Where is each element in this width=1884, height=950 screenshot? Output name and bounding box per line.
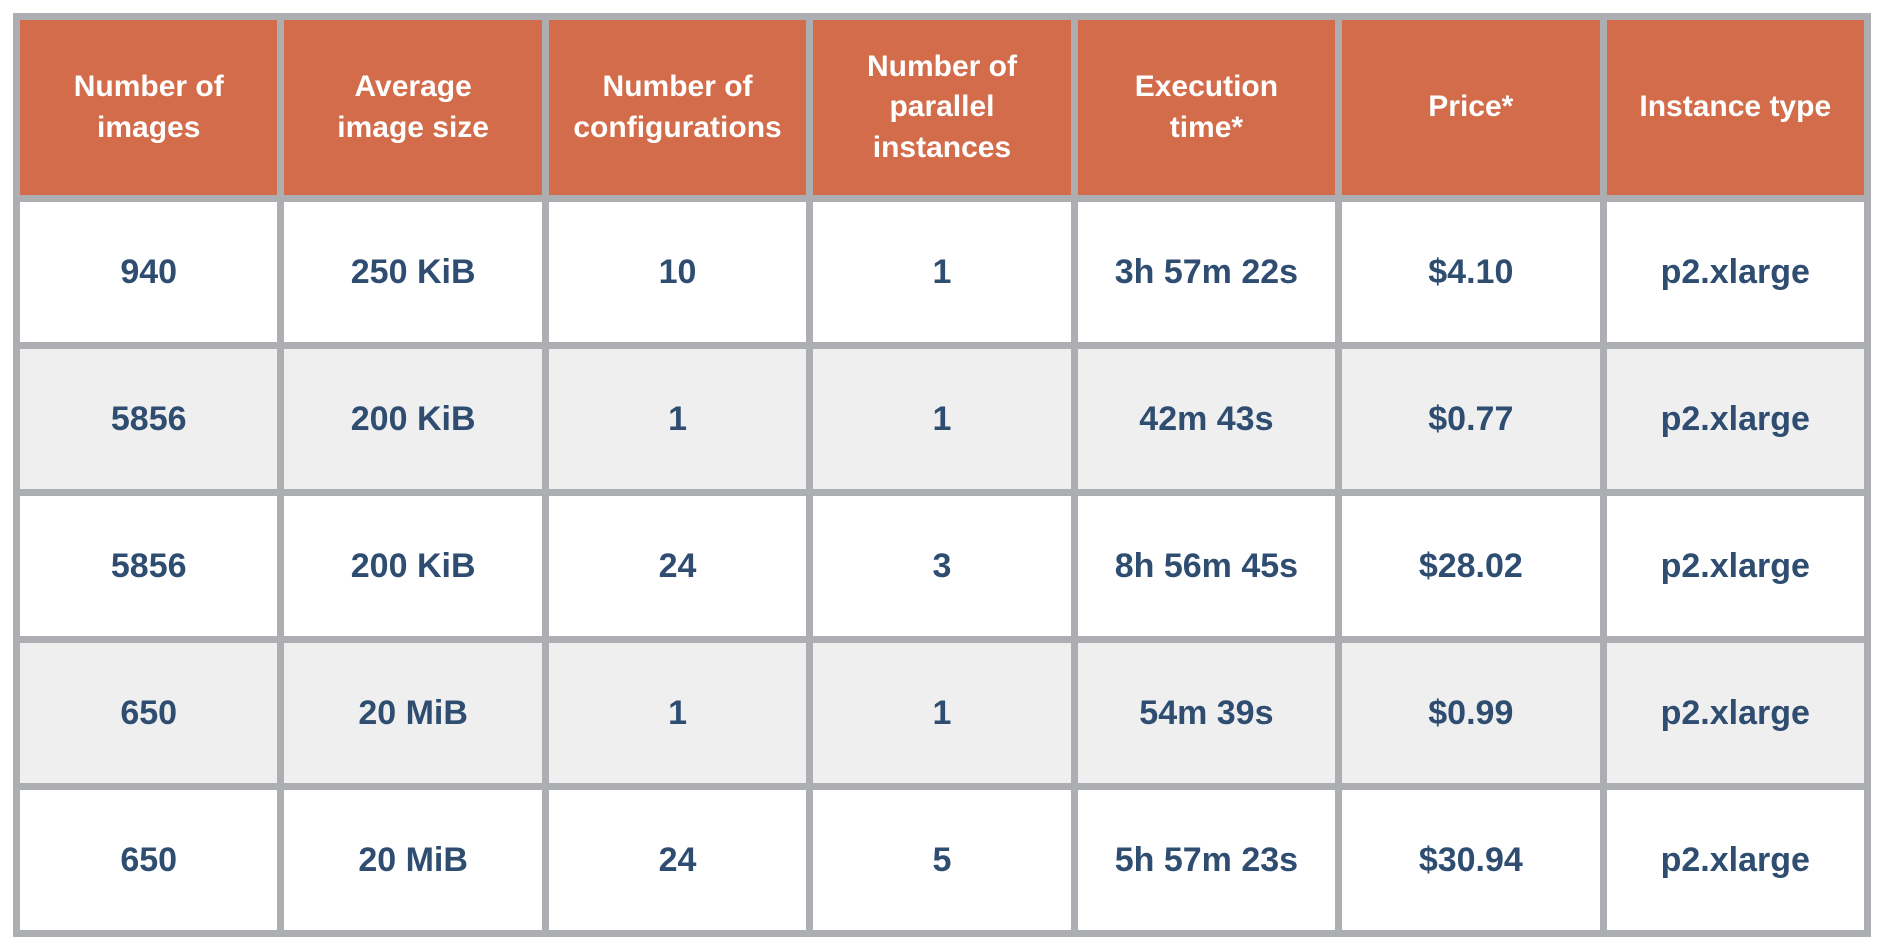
table-row: 650 20 MiB 1 1 54m 39s $0.99 p2.xlarge [20, 643, 1864, 783]
table-cell: 42m 43s [1077, 349, 1336, 489]
table-cell: 1 [548, 349, 807, 489]
table-cell: 24 [548, 790, 807, 930]
table-cell: 200 KiB [284, 496, 542, 636]
table-cell: $0.99 [1342, 643, 1600, 783]
table-cell: 5856 [20, 349, 278, 489]
table-cell: 20 MiB [284, 643, 542, 783]
table-cell: 8h 56m 45s [1077, 496, 1336, 636]
column-header: Number of images [20, 20, 278, 195]
table-cell: p2.xlarge [1606, 790, 1864, 930]
column-header: Average image size [284, 20, 542, 195]
table-cell: 5 [813, 790, 1071, 930]
table-cell: 650 [20, 790, 278, 930]
table-cell: 5h 57m 23s [1077, 790, 1336, 930]
column-header: Price* [1342, 20, 1600, 195]
table-cell: 250 KiB [284, 202, 542, 342]
column-header: Execution time* [1077, 20, 1336, 195]
table-cell: 24 [548, 496, 807, 636]
table-cell: p2.xlarge [1606, 349, 1864, 489]
table-cell: $0.77 [1342, 349, 1600, 489]
table-row: 940 250 KiB 10 1 3h 57m 22s $4.10 p2.xlarge [20, 202, 1864, 342]
table-cell: 20 MiB [284, 790, 542, 930]
table-cell: $28.02 [1342, 496, 1600, 636]
table-cell: 940 [20, 202, 278, 342]
table-body: 940 250 KiB 10 1 3h 57m 22s $4.10 p2.xlarge 585… [20, 202, 1864, 930]
column-header: Instance type [1606, 20, 1864, 195]
table-cell: 650 [20, 643, 278, 783]
table-cell: p2.xlarge [1606, 496, 1864, 636]
pricing-table: Number of images Average image size Number… [13, 13, 1871, 937]
column-header: Number of parallel instances [813, 20, 1071, 195]
table-cell: 1 [813, 349, 1071, 489]
table-cell: 3 [813, 496, 1071, 636]
table-cell: 3h 57m 22s [1077, 202, 1336, 342]
table-cell: $30.94 [1342, 790, 1600, 930]
table-row: 650 20 MiB 24 5 5h 57m 23s $30.94 p2.xlarge [20, 790, 1864, 930]
table-cell: p2.xlarge [1606, 202, 1864, 342]
table-cell: p2.xlarge [1606, 643, 1864, 783]
table-row: 5856 200 KiB 1 1 42m 43s $0.77 p2.xlarge [20, 349, 1864, 489]
header-row: Number of images Average image size Number… [20, 20, 1864, 195]
table-cell: 5856 [20, 496, 278, 636]
table-cell: 1 [813, 643, 1071, 783]
table-cell: 200 KiB [284, 349, 542, 489]
table-cell: 54m 39s [1077, 643, 1336, 783]
table-cell: 1 [548, 643, 807, 783]
column-header: Number of configurations [548, 20, 807, 195]
table-cell: $4.10 [1342, 202, 1600, 342]
table-cell: 1 [813, 202, 1071, 342]
table-header: Number of images Average image size Number… [20, 20, 1864, 195]
table-row: 5856 200 KiB 24 3 8h 56m 45s $28.02 p2.xlarge [20, 496, 1864, 636]
table-cell: 10 [548, 202, 807, 342]
